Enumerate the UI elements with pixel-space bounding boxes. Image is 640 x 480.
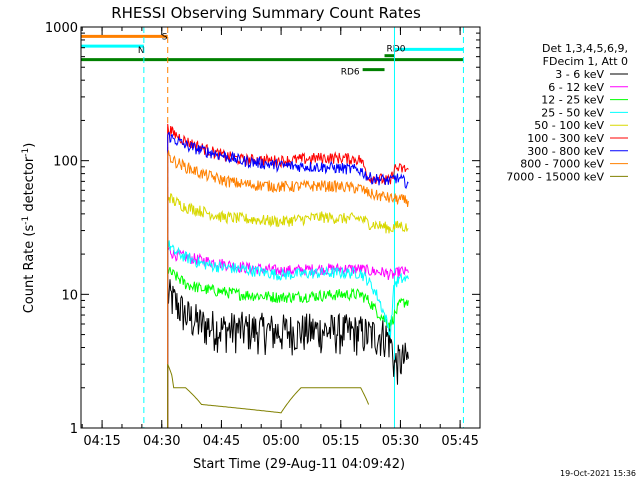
timestamp: 19-Oct-2021 15:36 [560,469,636,478]
y-axis-label-main: Count Rate (s [22,225,37,314]
series-line [167,150,409,428]
legend-label: 25 - 50 keV [541,106,604,119]
chart-title: RHESSI Observing Summary Count Rates [111,4,421,22]
legend-label: 100 - 300 keV [527,132,604,145]
series-line [167,193,409,428]
y-axis-label: Count Rate (s-1 detector-1) [21,143,37,314]
axes: 04:15 04:30 04:45 05:00 05:15 05:30 05:45 1 10 10… [45,21,481,449]
legend-header-line-2: FDecim 1, Att 0 [543,55,628,68]
flag-label: S [162,32,168,42]
flag-label: RD0 [387,45,406,55]
legend-header-line-1: Det 1,3,4,5,6,9, [542,42,628,55]
series-line [167,267,409,428]
x-tick-label: 04:15 [83,434,120,449]
legend-label: 7000 - 15000 keV [506,170,604,183]
y-axis-label-mid: detector [22,156,37,216]
x-tick-label: 05:45 [441,434,478,449]
series-line [167,240,409,428]
y-tick-label: 100 [53,155,78,170]
legend-label: 800 - 7000 keV [520,158,604,171]
legend-label: 50 - 100 keV [534,119,604,132]
y-axis-label-end: ) [22,143,37,148]
y-tick-label: 1 [70,422,78,437]
series-line [167,279,409,428]
legend-label: 12 - 25 keV [541,94,604,107]
legend: Det 1,3,4,5,6,9, FDecim 1, Att 0 3 - 6 k… [506,42,628,183]
flag-label: RD6 [341,68,360,78]
x-tick-label: 04:30 [143,434,180,449]
y-axis-label-sup1: -1 [21,216,31,225]
series-lines [167,123,409,428]
flag-bars: S N RD0 RD6 [81,32,464,78]
legend-label: 3 - 6 keV [555,68,604,81]
series-line [167,246,409,428]
x-tick-label: 04:45 [203,434,240,449]
y-tick-label: 1000 [45,21,78,36]
y-tick-label: 10 [61,288,78,303]
plot-frame [80,26,481,429]
x-tick-label: 05:00 [262,434,299,449]
legend-label: 300 - 800 keV [527,145,604,158]
y-axis-label-sup2: -1 [21,148,31,157]
series-line [167,364,370,428]
x-tick-label: 05:30 [382,434,419,449]
legend-label: 6 - 12 keV [548,81,604,94]
series-line [167,131,409,428]
x-tick-label: 05:15 [322,434,359,449]
flag-label: N [138,46,145,56]
x-axis-label: Start Time (29-Aug-11 04:09:42) [193,457,405,472]
